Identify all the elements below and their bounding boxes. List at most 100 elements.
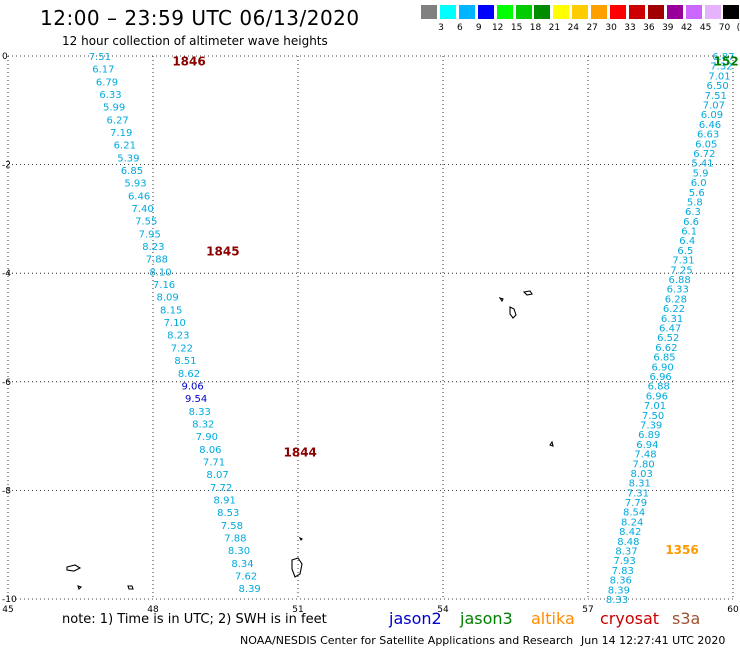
wave-height-value: 8.24	[621, 517, 643, 528]
y-tick-label: -2	[2, 161, 11, 171]
y-tick-label: 0	[2, 52, 8, 62]
x-tick-label: 51	[292, 605, 303, 615]
legend-swatch	[685, 5, 702, 19]
wave-height-value: 5.8	[687, 197, 703, 208]
wave-height-value: 7.80	[632, 459, 654, 470]
wave-height-value: 6.33	[99, 90, 121, 101]
wave-height-value: 9.54	[185, 394, 207, 405]
legend-label: 3	[438, 23, 444, 33]
wave-height-value: 8.32	[192, 419, 214, 430]
wave-height-value: 6.27	[107, 115, 129, 126]
wave-height-value: 6.88	[669, 275, 691, 286]
wave-height-value: 8.09	[156, 293, 178, 304]
wave-height-value: 6.96	[646, 391, 668, 402]
track-time-label: 1846	[172, 54, 205, 68]
wave-height-value: 7.39	[640, 420, 662, 431]
legend-label: 21	[548, 23, 561, 33]
track-time-label: 1844	[284, 445, 317, 459]
legend-label: 30	[605, 23, 617, 33]
island-outline	[522, 290, 533, 296]
legend-label: 36	[643, 23, 655, 33]
wave-height-value: 6.94	[636, 440, 658, 451]
island-outline	[509, 306, 517, 319]
wave-height-value: 7.10	[164, 318, 186, 329]
wave-height-value: 7.40	[132, 204, 154, 215]
wave-height-value: 6.6	[683, 217, 699, 228]
track-time-label: 1845	[206, 244, 239, 258]
wave-height-value: 7.07	[703, 100, 725, 111]
wave-height-value: 7.90	[196, 432, 218, 443]
wave-height-value: 5.39	[117, 153, 139, 164]
legend-swatch	[591, 5, 608, 19]
wave-height-value: 7.93	[613, 556, 635, 567]
wave-height-value: 8.39	[608, 585, 630, 596]
legend-label: (ft)	[736, 23, 740, 33]
wave-height-value: 6.85	[121, 166, 143, 177]
legend-label: 24	[567, 23, 580, 33]
wave-height-value: 6.46	[128, 191, 150, 202]
wave-height-value: 7.32	[710, 62, 732, 73]
x-tick-label: 54	[437, 605, 449, 615]
island-outline	[66, 564, 82, 572]
wave-height-value: 6.09	[701, 110, 723, 121]
wave-height-value: 7.88	[224, 533, 246, 544]
wave-height-value: 7.31	[672, 256, 694, 267]
legend-swatch	[704, 5, 721, 19]
satellite-label-cryosat: cryosat	[600, 609, 660, 628]
wave-height-value: 7.31	[627, 488, 649, 499]
footer-credit: NOAA/NESDIS Center for Satellite Applica…	[240, 634, 574, 647]
wave-height-value: 6.87	[712, 52, 734, 63]
wave-height-value: 6.88	[648, 382, 670, 393]
wave-height-value: 6.4	[679, 236, 695, 247]
page-subtitle: 12 hour collection of altimeter wave hei…	[62, 34, 328, 48]
wave-height-value: 6.72	[693, 149, 715, 160]
wave-height-value: 6.52	[657, 333, 679, 344]
legend-label: 9	[475, 23, 482, 33]
satellite-label-s3a: s3a	[672, 609, 701, 628]
wave-height-value: 7.95	[139, 229, 161, 240]
wave-height-value: 8.23	[167, 331, 189, 342]
legend-swatch	[421, 5, 437, 19]
wave-height-value: 8.10	[149, 267, 171, 278]
note-text: note: 1) Time is in UTC; 2) SWH is in fe…	[62, 612, 327, 627]
wave-height-value: 8.36	[610, 576, 632, 587]
y-tick-label: -8	[2, 486, 11, 496]
legend-swatch	[534, 5, 551, 19]
wave-height-value: 6.79	[96, 77, 118, 88]
legend-label: 12	[491, 23, 504, 33]
y-tick-label: -4	[2, 269, 11, 279]
island-outline	[291, 557, 303, 578]
wave-height-value: 6.96	[650, 372, 672, 383]
satellite-label-jason2: jason2	[389, 609, 442, 628]
legend-swatch	[666, 5, 683, 19]
island-outline	[127, 585, 134, 590]
legend-label: 18	[529, 23, 542, 33]
legend-swatch	[572, 5, 589, 19]
wave-height-value: 6.46	[699, 120, 721, 131]
wave-height-value: 7.16	[153, 280, 175, 291]
wave-height-value: 7.22	[171, 343, 193, 354]
wave-height-value: 6.63	[697, 130, 719, 141]
track-time-label: 152	[714, 54, 739, 68]
legend-label: 33	[624, 23, 636, 33]
legend-label: 45	[699, 23, 712, 33]
wave-height-value: 6.05	[695, 139, 717, 150]
wave-height-value: 5.93	[124, 179, 146, 190]
wave-height-value: 6.31	[661, 314, 683, 325]
legend-swatch	[610, 5, 626, 19]
x-tick-label: 57	[582, 605, 593, 615]
x-tick-label: 60	[727, 605, 739, 615]
wave-height-value: 8.54	[623, 508, 645, 519]
legend-swatch	[477, 5, 494, 19]
wave-height-value: 5.41	[691, 159, 713, 170]
wave-height-value: 6.28	[665, 294, 687, 305]
legend-swatch	[515, 5, 532, 19]
wave-height-value: 7.79	[625, 498, 647, 509]
legend-swatch	[723, 5, 740, 19]
legend-label: 15	[510, 23, 523, 33]
legend-swatch	[553, 5, 570, 19]
legend-swatch	[496, 5, 513, 19]
wave-height-value: 8.07	[206, 470, 228, 481]
page-title: 12:00 – 23:59 UTC 06/13/2020	[40, 6, 360, 30]
wave-height-value: 8.33	[606, 595, 628, 606]
